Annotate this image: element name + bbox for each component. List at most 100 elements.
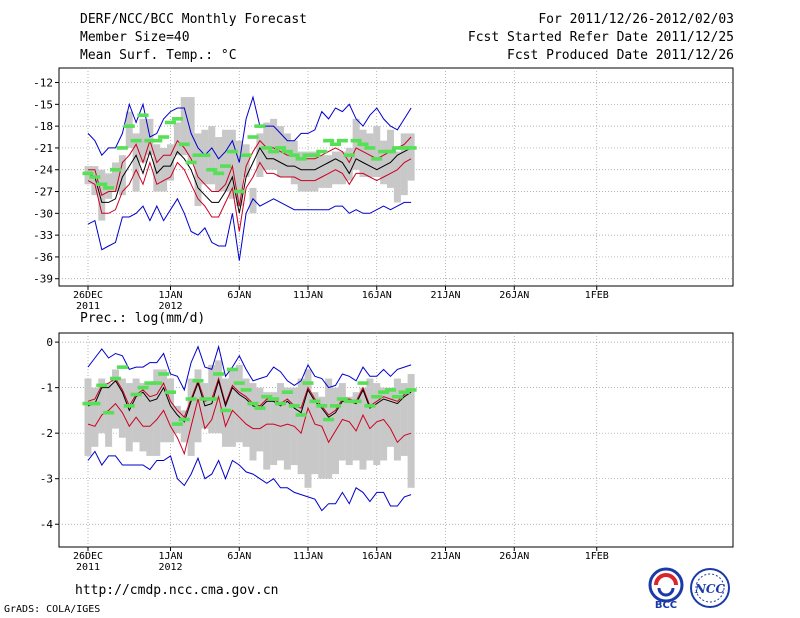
median-marker [398,390,410,394]
spread-box [325,155,333,188]
refer-date-label: Fcst Started Refer Date 2011/12/25 [467,30,734,45]
median-marker [199,397,211,401]
median-marker [213,372,225,376]
y-tick-label: 0 [46,336,53,349]
median-marker [226,367,238,372]
ncc-logo: NCC [690,568,730,608]
spread-box [304,151,312,192]
spread-box [222,129,229,192]
min-envelope-line [87,197,412,261]
median-marker [391,394,403,399]
median-marker [295,413,307,417]
spread-box [277,383,284,461]
spread-box [270,118,278,170]
median-marker [357,381,369,385]
spread-box [256,387,264,452]
member-size-label: Member Size=40 [80,30,190,45]
median-marker [206,397,218,401]
median-marker [254,406,266,410]
spread-box [393,378,401,461]
y-tick-label: -12 [33,77,53,90]
spread-box [118,155,126,196]
median-marker [323,138,335,143]
bcc-logo-text: BCC [655,600,677,611]
spread-box [201,129,209,185]
spread-box [352,118,360,170]
median-marker [96,182,108,187]
median-marker [316,404,328,408]
x-tick-label: 11JAN [293,551,323,562]
spread-box [180,97,188,156]
median-marker [357,142,369,147]
spread-box [222,378,229,447]
median-marker [103,410,115,415]
ncc-logo-text: NCC [694,582,726,596]
spread-box [318,155,326,188]
x-tick-year-label: 2012 [158,301,182,312]
median-marker [220,164,231,168]
y-tick-label: -4 [40,518,54,531]
variable-label: Mean Surf. Temp.: °C [80,48,237,63]
source-url[interactable]: http://cmdp.ncc.cma.gov.cn [75,583,279,598]
median-marker [247,135,259,139]
median-marker [336,138,348,143]
spread-box [208,126,216,185]
median-marker [288,404,300,408]
spread-box [304,369,312,488]
spread-box [235,364,243,443]
median-marker [82,401,94,406]
median-marker [343,153,355,157]
produced-date-label: Fcst Produced Date 2011/12/26 [507,48,734,63]
median-marker [391,146,403,150]
median-marker [171,117,183,121]
spread-box [359,387,367,470]
median-marker [405,146,417,150]
spread-box [325,378,333,479]
median-marker [144,381,156,385]
spread-box [380,387,388,461]
median-marker [316,149,328,154]
median-marker [185,160,197,165]
median-marker [89,401,101,406]
spread-box [311,392,319,475]
spread-box [98,378,106,434]
median-marker [96,383,108,388]
x-tick-label: 1JAN [158,290,182,301]
spread-box [173,122,181,156]
median-marker [137,113,149,118]
median-marker [281,390,293,394]
median-marker [89,175,101,179]
spread-box [387,129,394,188]
median-marker [178,417,190,422]
spread-box [249,187,257,214]
x-tick-label: 26JAN [499,290,529,301]
spread-box [338,383,346,461]
lower-spread-line [87,394,412,456]
median-marker [233,381,245,385]
spread-box [180,410,188,443]
ensemble-mean-line [87,146,412,214]
max-envelope-line [87,344,412,392]
forecast-period-label: For 2011/12/26-2012/02/03 [538,12,734,27]
x-tick-label: 6JAN [227,551,251,562]
lower-spread-line [87,158,412,232]
median-marker [281,149,293,154]
median-marker [199,153,211,157]
median-marker [165,120,176,125]
spread-box [400,383,408,456]
x-tick-label: 21JAN [430,551,460,562]
spread-box [407,373,415,488]
y-tick-label: -3 [40,473,53,486]
spread-box [290,140,298,185]
y-tick-label: -2 [40,427,53,440]
spread-box [400,133,408,196]
spread-box [242,378,250,447]
median-marker [343,399,355,404]
spread-box [345,147,353,181]
median-marker [371,394,383,399]
spread-box [359,129,367,177]
median-marker [371,157,383,161]
